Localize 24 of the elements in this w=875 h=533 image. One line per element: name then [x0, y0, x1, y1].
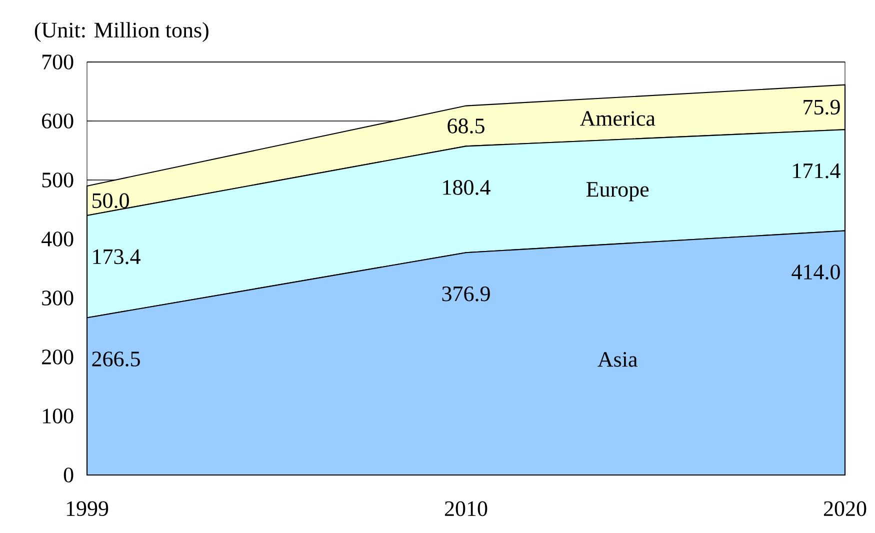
- data-label: 376.9: [442, 286, 490, 302]
- y-tick-label: 100: [42, 408, 74, 424]
- series-label: Europe: [586, 182, 649, 202]
- series-label: America: [580, 111, 656, 126]
- y-tick-label: 400: [42, 232, 74, 246]
- x-tick-label: 2010: [444, 501, 488, 516]
- y-axis-title: (Unit: Million tons): [34, 22, 208, 42]
- data-label: 173.4: [93, 249, 140, 264]
- y-tick-label: 600: [42, 114, 74, 128]
- y-tick-label: 200: [42, 350, 74, 364]
- y-tick-label: 300: [42, 290, 74, 306]
- data-label: 180.4: [443, 180, 490, 195]
- y-tick-label: 700: [42, 54, 74, 70]
- series-label: Asia: [598, 352, 638, 367]
- data-label: 68.5: [448, 118, 484, 134]
- y-tick-label: 500: [42, 172, 74, 188]
- y-tick-label: 0: [64, 468, 74, 482]
- data-label: 75.9: [804, 100, 840, 115]
- x-tick-label: 1999: [66, 501, 108, 516]
- data-label: 171.4: [793, 164, 840, 178]
- data-label: 50.0: [92, 193, 129, 208]
- data-label: 266.5: [92, 352, 140, 367]
- data-label: 414.0: [792, 264, 840, 280]
- x-tick-label: 2020: [824, 501, 866, 516]
